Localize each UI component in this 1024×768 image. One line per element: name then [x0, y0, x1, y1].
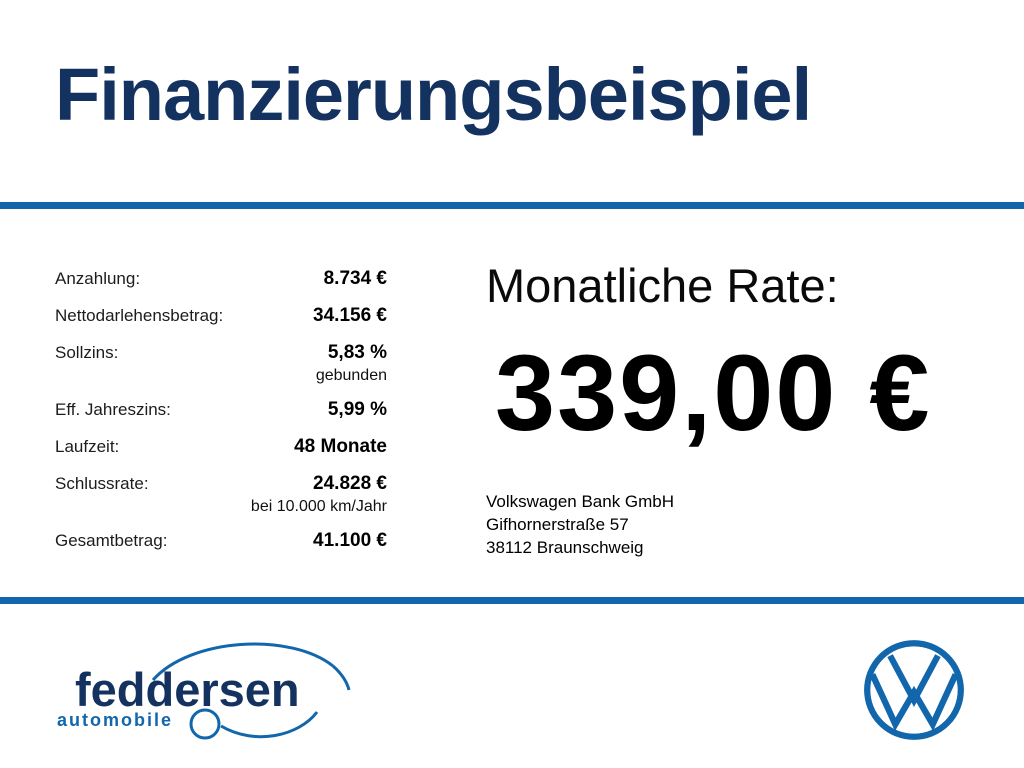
bank-city: 38112 Braunschweig: [486, 538, 644, 557]
divider-top: [0, 202, 1024, 209]
table-row: Gesamtbetrag: 41.100 €: [55, 530, 387, 552]
row-value: 48 Monate: [294, 436, 387, 457]
row-label: Sollzins:: [55, 343, 119, 362]
bank-name: Volkswagen Bank GmbH: [486, 492, 675, 511]
row-label: Gesamtbetrag:: [55, 531, 168, 550]
bank-address: Volkswagen Bank GmbH Gifhornerstraße 57 …: [486, 490, 674, 559]
table-row: Anzahlung: 8.734 €: [55, 268, 387, 290]
row-label: Laufzeit:: [55, 437, 120, 456]
table-row: Nettodarlehensbetrag: 34.156 €: [55, 305, 387, 327]
table-row: Schlussrate: 24.828 €: [55, 473, 387, 495]
table-row: Sollzins: 5,83 %: [55, 342, 387, 364]
row-value: 8.734 €: [323, 268, 387, 289]
row-note: bei 10.000 km/Jahr: [250, 498, 387, 515]
table-row: Eff. Jahreszins: 5,99 %: [55, 399, 387, 421]
divider-bottom: [0, 597, 1024, 604]
dealer-name: feddersen: [75, 663, 300, 716]
row-label: Schlussrate:: [55, 474, 149, 493]
row-value: 24.828 €: [313, 473, 387, 494]
row-value: 41.100 €: [313, 530, 387, 551]
row-label: Anzahlung:: [55, 269, 141, 288]
monthly-rate-amount: 339,00 €: [495, 332, 932, 453]
row-value: 5,83 %: [327, 342, 387, 363]
row-value: 34.156 €: [313, 305, 387, 326]
row-value: 5,99 %: [327, 399, 387, 420]
monthly-rate-heading: Monatliche Rate:: [486, 259, 839, 312]
row-label: Eff. Jahreszins:: [55, 400, 171, 419]
finance-details-table: Anzahlung: 8.734 € Nettodarlehensbetrag:…: [55, 268, 387, 567]
page-title: Finanzierungsbeispiel: [55, 53, 812, 136]
dealer-logo: feddersen automobile: [55, 630, 375, 755]
row-note: gebunden: [315, 367, 387, 384]
bank-street: Gifhornerstraße 57: [486, 515, 629, 534]
row-label: Nettodarlehensbetrag:: [55, 306, 224, 325]
vw-logo-icon: [864, 640, 964, 740]
dealer-subtitle: automobile: [57, 710, 174, 730]
table-row: Laufzeit: 48 Monate: [55, 436, 387, 458]
